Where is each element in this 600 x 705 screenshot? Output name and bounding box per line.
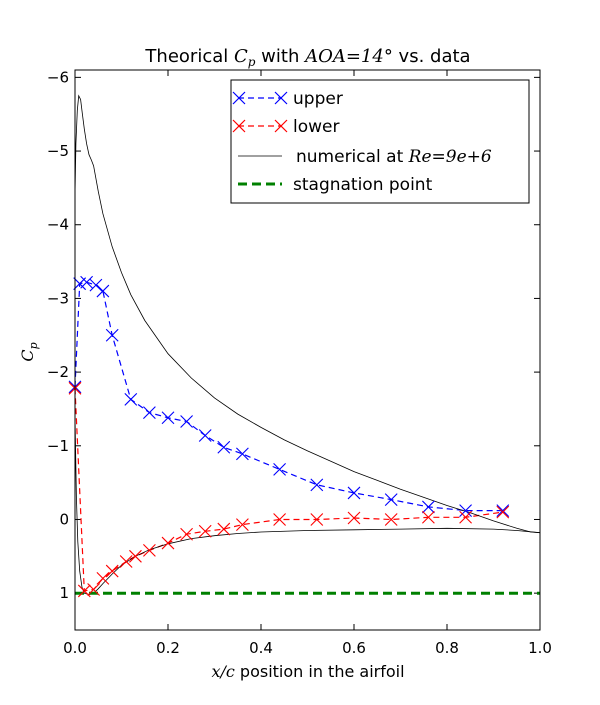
- series-lower-point: [198, 524, 212, 538]
- x-tick-label: 0.8: [435, 639, 459, 657]
- series-lower-point: [119, 555, 133, 568]
- legend-upper-marker-left: [232, 91, 246, 105]
- series-upper-point: [180, 415, 193, 428]
- series-upper-point: [236, 447, 249, 461]
- series-upper-line: [74, 281, 503, 512]
- series-lower-point: [180, 527, 193, 541]
- series-upper-point: [96, 284, 110, 298]
- series-upper-point: [198, 429, 212, 442]
- axes-frame: [74, 69, 541, 631]
- legend-upper-marker-right: [274, 91, 288, 105]
- series-lower-line: [74, 388, 503, 592]
- series-lower-point: [143, 544, 156, 557]
- y-axis-label: Cp: [18, 342, 40, 361]
- x-tick-label: 0.6: [342, 639, 366, 657]
- series-upper-point: [124, 392, 138, 406]
- legend-upper-label: upper: [293, 89, 343, 109]
- series-lower-point: [347, 511, 361, 525]
- x-tick-label: 0.4: [249, 639, 273, 657]
- series-upper-point: [422, 500, 435, 514]
- legend-lower-marker-left: [232, 119, 246, 133]
- legend-numerical-label: numerical at Re=9e+6: [296, 147, 492, 167]
- series-upper-point: [105, 328, 119, 342]
- x-tick-label: 0.0: [63, 639, 87, 657]
- x-tick-label: 0.2: [156, 639, 180, 657]
- series-upper-point: [310, 478, 324, 492]
- series-lower-point: [384, 513, 398, 526]
- series-upper-point: [384, 493, 398, 506]
- series-lower-point: [129, 549, 142, 563]
- y-tick-label: 0: [59, 510, 69, 528]
- series-lower-point: [96, 572, 110, 585]
- series-upper-point: [161, 411, 175, 425]
- y-tick-label: −4: [47, 216, 69, 234]
- y-tick-label: −5: [47, 142, 69, 160]
- y-tick-label: −1: [47, 437, 69, 455]
- series-lower-point: [161, 536, 175, 550]
- series-lower-point: [496, 505, 510, 519]
- chart-title: Theorical Cp with AOA=14° vs. data: [144, 46, 470, 69]
- series-upper-point: [143, 406, 156, 420]
- y-tick-label: −3: [47, 289, 69, 307]
- series-upper-point: [89, 278, 103, 292]
- series-lower-point: [236, 518, 249, 532]
- series-lower-point: [422, 510, 435, 524]
- legend-lower-marker-right: [274, 119, 288, 133]
- series-upper-point: [80, 275, 94, 289]
- series-numerical-line: [74, 94, 541, 534]
- axis-ticks: 0.0 0.2 0.4 0.6 0.8 1.0 −6 −5 −4 −3 −2 −1 0 1: [47, 68, 552, 657]
- legend-stagnation-label: stagnation point: [293, 175, 433, 195]
- series-lower-point: [310, 513, 324, 526]
- series-lower-point: [459, 510, 472, 524]
- series-upper-point: [496, 504, 510, 518]
- series-lower-point: [273, 513, 286, 526]
- x-tick-label: 1.0: [528, 639, 552, 657]
- y-tick-label: 1: [59, 584, 69, 602]
- legend: upper lower numerical at Re=9e+6 stagnat…: [230, 79, 530, 204]
- series-lower-point: [217, 522, 231, 536]
- series-upper-point: [459, 504, 472, 518]
- series-upper-point: [217, 440, 231, 454]
- plot-markers: [68, 275, 510, 598]
- y-tick-label: −6: [47, 68, 69, 86]
- series-upper-point: [347, 486, 361, 500]
- series-lower-point: [105, 564, 119, 578]
- x-axis-label: x/c position in the airfoil: [211, 662, 404, 681]
- series-lower-point: [87, 583, 100, 596]
- legend-lower-label: lower: [293, 117, 339, 137]
- series-upper-point: [273, 462, 286, 476]
- y-tick-label: −2: [47, 363, 69, 381]
